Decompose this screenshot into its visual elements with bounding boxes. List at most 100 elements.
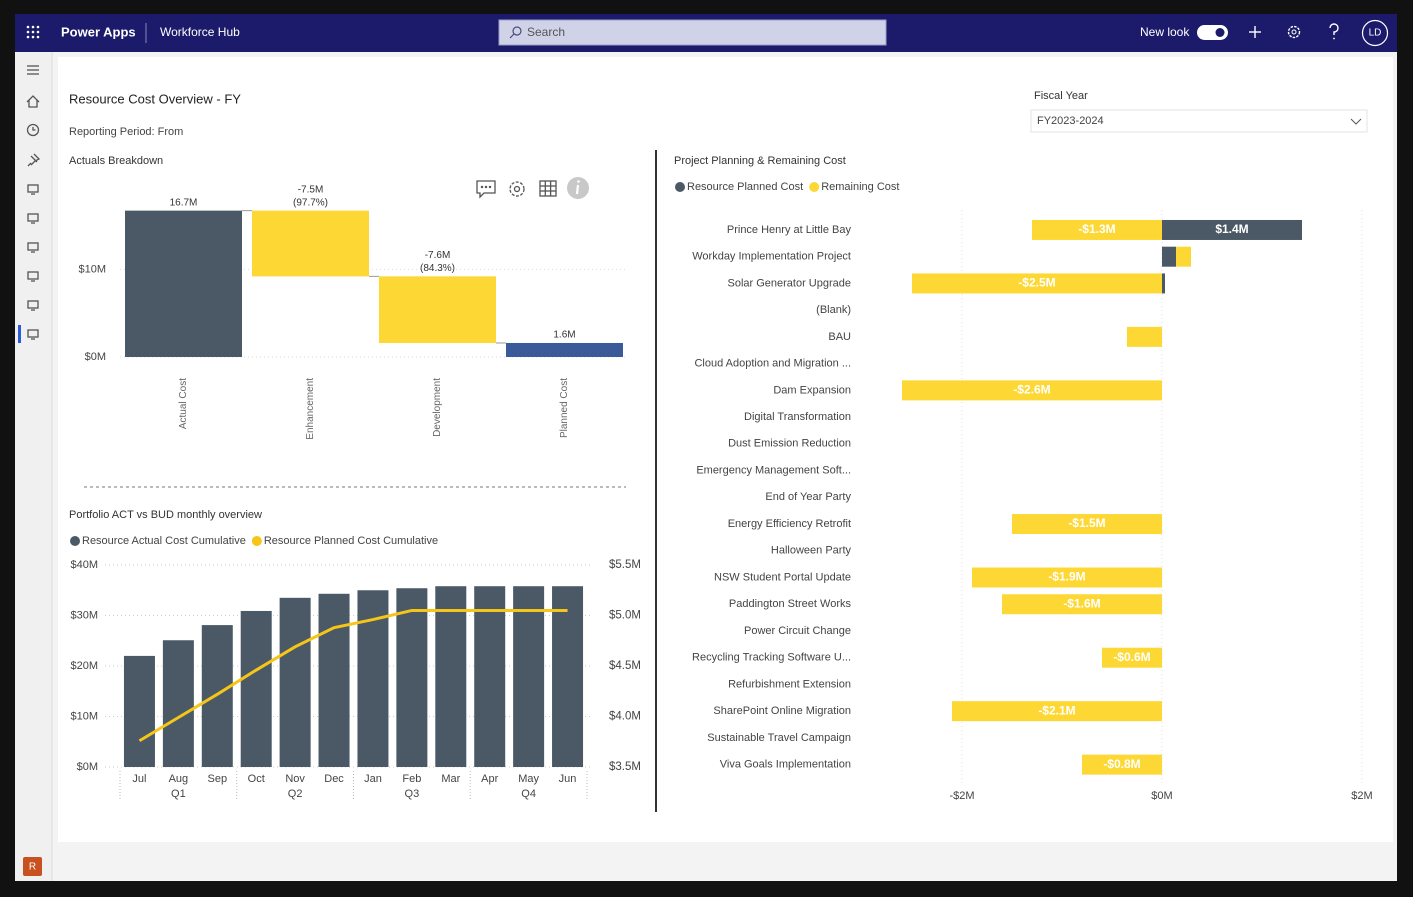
y-tick-label: Paddington Street Works [729,598,852,610]
add-button[interactable] [1249,26,1261,38]
chart-title: Project Planning & Remaining Cost [674,155,846,167]
data-label: -$1.3M [1078,222,1115,236]
recent-button[interactable] [26,123,40,137]
line [138,608,568,743]
y-tick-label: Energy Efficiency Retrofit [728,518,851,530]
y-tick-label: $10M [70,710,98,722]
avatar[interactable] [1361,19,1389,47]
data-label: -$2.1M [1038,703,1075,717]
bar [1127,326,1162,347]
y-tick-label: $30M [70,609,98,621]
y-tick-label: (Blank) [816,304,851,316]
bar [1082,754,1162,775]
app-name[interactable]: Workforce Hub [160,25,240,39]
nav-item[interactable] [27,242,39,253]
sidebar-bg [15,52,52,881]
environment-initial: R [29,862,36,873]
data-label: -$2.5M [1018,276,1055,290]
data-label: -7.6M [425,250,451,261]
y2-tick-label: $5.5M [609,559,641,571]
nav-item[interactable] [27,213,39,224]
bar [952,701,1162,722]
x-group-label: Q3 [405,788,420,800]
x-tick-label: Mar [441,773,460,785]
y2-tick-label: $5.0M [609,610,641,622]
bar [123,655,155,767]
y-tick-label: Dust Emission Reduction [728,438,851,450]
data-label: -$1.9M [1048,570,1085,584]
bar [1162,219,1302,240]
app-launcher[interactable] [26,25,40,39]
y-tick-label: BAU [828,331,851,343]
x-tick-label: Jan [364,773,382,785]
share-label: (84.3%) [420,263,455,274]
menu-button[interactable] [27,65,39,75]
bar [318,593,350,767]
environment-badge[interactable] [23,857,42,876]
brand[interactable]: Power Apps [61,24,136,39]
search-icon-handle [509,33,515,39]
data-label: -$1.6M [1063,596,1100,610]
x-tick-label: -$2M [949,790,974,802]
bar [1032,219,1162,240]
home-button[interactable] [26,95,40,108]
y-tick-label: Solar Generator Upgrade [727,277,851,289]
y2-tick-label: $4.0M [609,711,641,723]
nav-item[interactable] [27,184,39,195]
data-label: -$2.6M [1013,383,1050,397]
data-label: -7.5M [298,184,324,195]
nav-item[interactable] [27,300,39,311]
data-label: -$0.6M [1113,650,1150,664]
visual-toolbar [476,177,589,199]
bar [972,567,1162,588]
x-tick-label: Actual Cost [178,378,189,429]
x-group-label: Q2 [288,788,303,800]
nav-item-active[interactable] [27,329,39,340]
legend-label: Resource Planned Cost [687,181,803,193]
pinned-button[interactable] [27,153,41,167]
y-tick-label: Digital Transformation [744,411,851,423]
bar [552,586,584,767]
x-tick-label: Aug [169,773,189,785]
avatar-initials: LD [1369,28,1382,39]
y-tick-label: Cloud Adoption and Migration ... [694,358,851,370]
search-icon [512,26,522,36]
y-tick-label: End of Year Party [765,491,851,503]
y2-tick-label: $4.5M [609,660,641,672]
format-button[interactable] [509,181,525,197]
settings-button[interactable] [1287,25,1301,39]
legend-marker [251,536,262,546]
page-title: Resource Cost Overview - FY [69,91,241,106]
y-tick-label: Sustainable Travel Campaign [707,732,851,744]
info-dot [577,180,580,183]
y-tick-label: Power Circuit Change [744,625,851,637]
x-tick-label: $2M [1351,790,1372,802]
fiscal-year-dropdown[interactable] [1030,109,1368,133]
toggle-knob [1215,28,1225,37]
help-button[interactable] [1329,23,1339,40]
y2-tick-label: $3.5M [609,761,641,773]
y-tick-label: Workday Implementation Project [692,251,851,263]
x-tick-label: Feb [402,773,421,785]
table-button[interactable] [539,180,557,197]
x-tick-label: Nov [285,773,305,785]
y-tick-label: Emergency Management Soft... [696,464,851,476]
bar [1176,246,1191,267]
y-tick-label: $20M [70,660,98,672]
bar [396,588,428,767]
search-box[interactable] [498,19,887,46]
active-indicator [18,325,21,343]
nav-item[interactable] [27,271,39,282]
sidebar: R [15,52,53,881]
x-tick-label: Apr [481,773,498,785]
bar [474,586,506,767]
y-tick-label: Refurbishment Extension [728,678,851,690]
comment-button[interactable] [476,180,496,199]
y-tick-label: Prince Henry at Little Bay [727,224,852,236]
bar [279,597,311,767]
y-tick-label: $0M [77,761,98,773]
x-tick-label: Jun [559,773,577,785]
waterfall-bar [379,276,496,343]
legend-marker [809,182,820,192]
